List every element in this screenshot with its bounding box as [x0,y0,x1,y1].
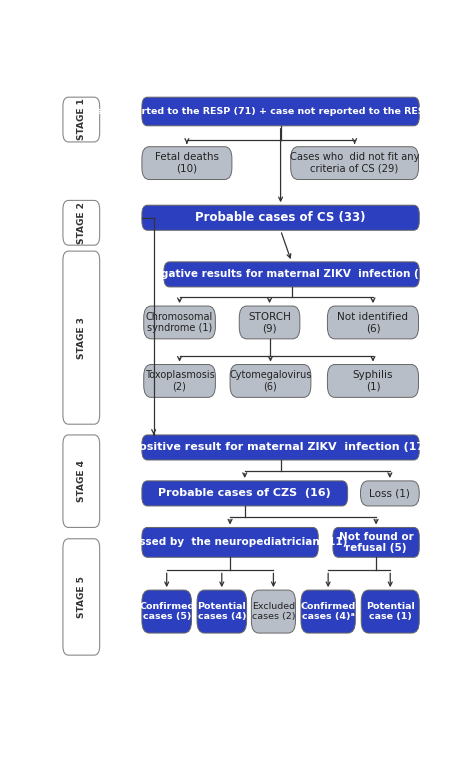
Text: Syphilis
(1): Syphilis (1) [353,370,393,391]
Text: Cases who  did not fit any
criteria of CS (29): Cases who did not fit any criteria of CS… [290,153,419,174]
FancyBboxPatch shape [142,97,419,126]
Text: STAGE 2: STAGE 2 [77,202,86,243]
FancyBboxPatch shape [63,435,100,528]
Text: Cytomegalovirus
(6): Cytomegalovirus (6) [229,370,312,391]
Text: Potential
cases (4): Potential cases (4) [198,602,246,622]
FancyBboxPatch shape [328,364,419,398]
FancyBboxPatch shape [63,201,100,245]
Text: STAGE 4: STAGE 4 [77,460,86,502]
FancyBboxPatch shape [239,306,300,339]
FancyBboxPatch shape [142,480,347,506]
FancyBboxPatch shape [328,306,419,339]
Text: Not found or
refusal (5): Not found or refusal (5) [339,532,413,553]
Text: Fetal deaths
(10): Fetal deaths (10) [155,153,219,174]
FancyBboxPatch shape [142,528,318,557]
FancyBboxPatch shape [230,364,311,398]
Text: Excluded
cases (2): Excluded cases (2) [252,602,295,622]
FancyBboxPatch shape [63,251,100,424]
FancyBboxPatch shape [197,590,246,633]
Text: STAGE 3: STAGE 3 [77,317,86,359]
Text: Loss (1): Loss (1) [369,488,410,498]
Text: Probable cases of CS (33): Probable cases of CS (33) [195,212,366,224]
FancyBboxPatch shape [63,539,100,655]
Text: Confirmed
cases (5): Confirmed cases (5) [139,602,194,622]
Text: Chromosomal
syndrome (1): Chromosomal syndrome (1) [146,312,213,333]
Text: Assessed by  the neuropediatrician (11): Assessed by the neuropediatrician (11) [112,537,348,547]
Text: Probable cases of CZS  (16): Probable cases of CZS (16) [158,488,331,498]
Text: STAGE 5: STAGE 5 [77,576,86,618]
Text: Cases reported to the RESP (71) + case not reported to the RESP (1) = 72: Cases reported to the RESP (71) + case n… [83,107,474,116]
FancyBboxPatch shape [291,146,419,180]
FancyBboxPatch shape [142,146,232,180]
Text: Toxoplasmosis
(2): Toxoplasmosis (2) [145,370,214,391]
Text: STORCH
(9): STORCH (9) [248,312,291,333]
Text: Negative results for maternal ZIKV  infection (16): Negative results for maternal ZIKV infec… [145,270,438,280]
FancyBboxPatch shape [164,262,419,287]
FancyBboxPatch shape [63,97,100,142]
Text: STAGE 1: STAGE 1 [77,98,86,140]
FancyBboxPatch shape [144,306,215,339]
FancyBboxPatch shape [361,590,419,633]
FancyBboxPatch shape [360,480,419,506]
FancyBboxPatch shape [251,590,295,633]
Text: Positive result for maternal ZIKV  infection (17): Positive result for maternal ZIKV infect… [131,443,430,453]
FancyBboxPatch shape [301,590,356,633]
FancyBboxPatch shape [142,435,419,460]
Text: Potential
case (1): Potential case (1) [366,602,415,622]
FancyBboxPatch shape [144,364,215,398]
Text: Not identified
(6): Not identified (6) [337,312,409,333]
FancyBboxPatch shape [142,205,419,230]
FancyBboxPatch shape [142,590,191,633]
Text: Confirmed
cases (4)ᵃ: Confirmed cases (4)ᵃ [301,602,356,622]
FancyBboxPatch shape [333,528,419,557]
